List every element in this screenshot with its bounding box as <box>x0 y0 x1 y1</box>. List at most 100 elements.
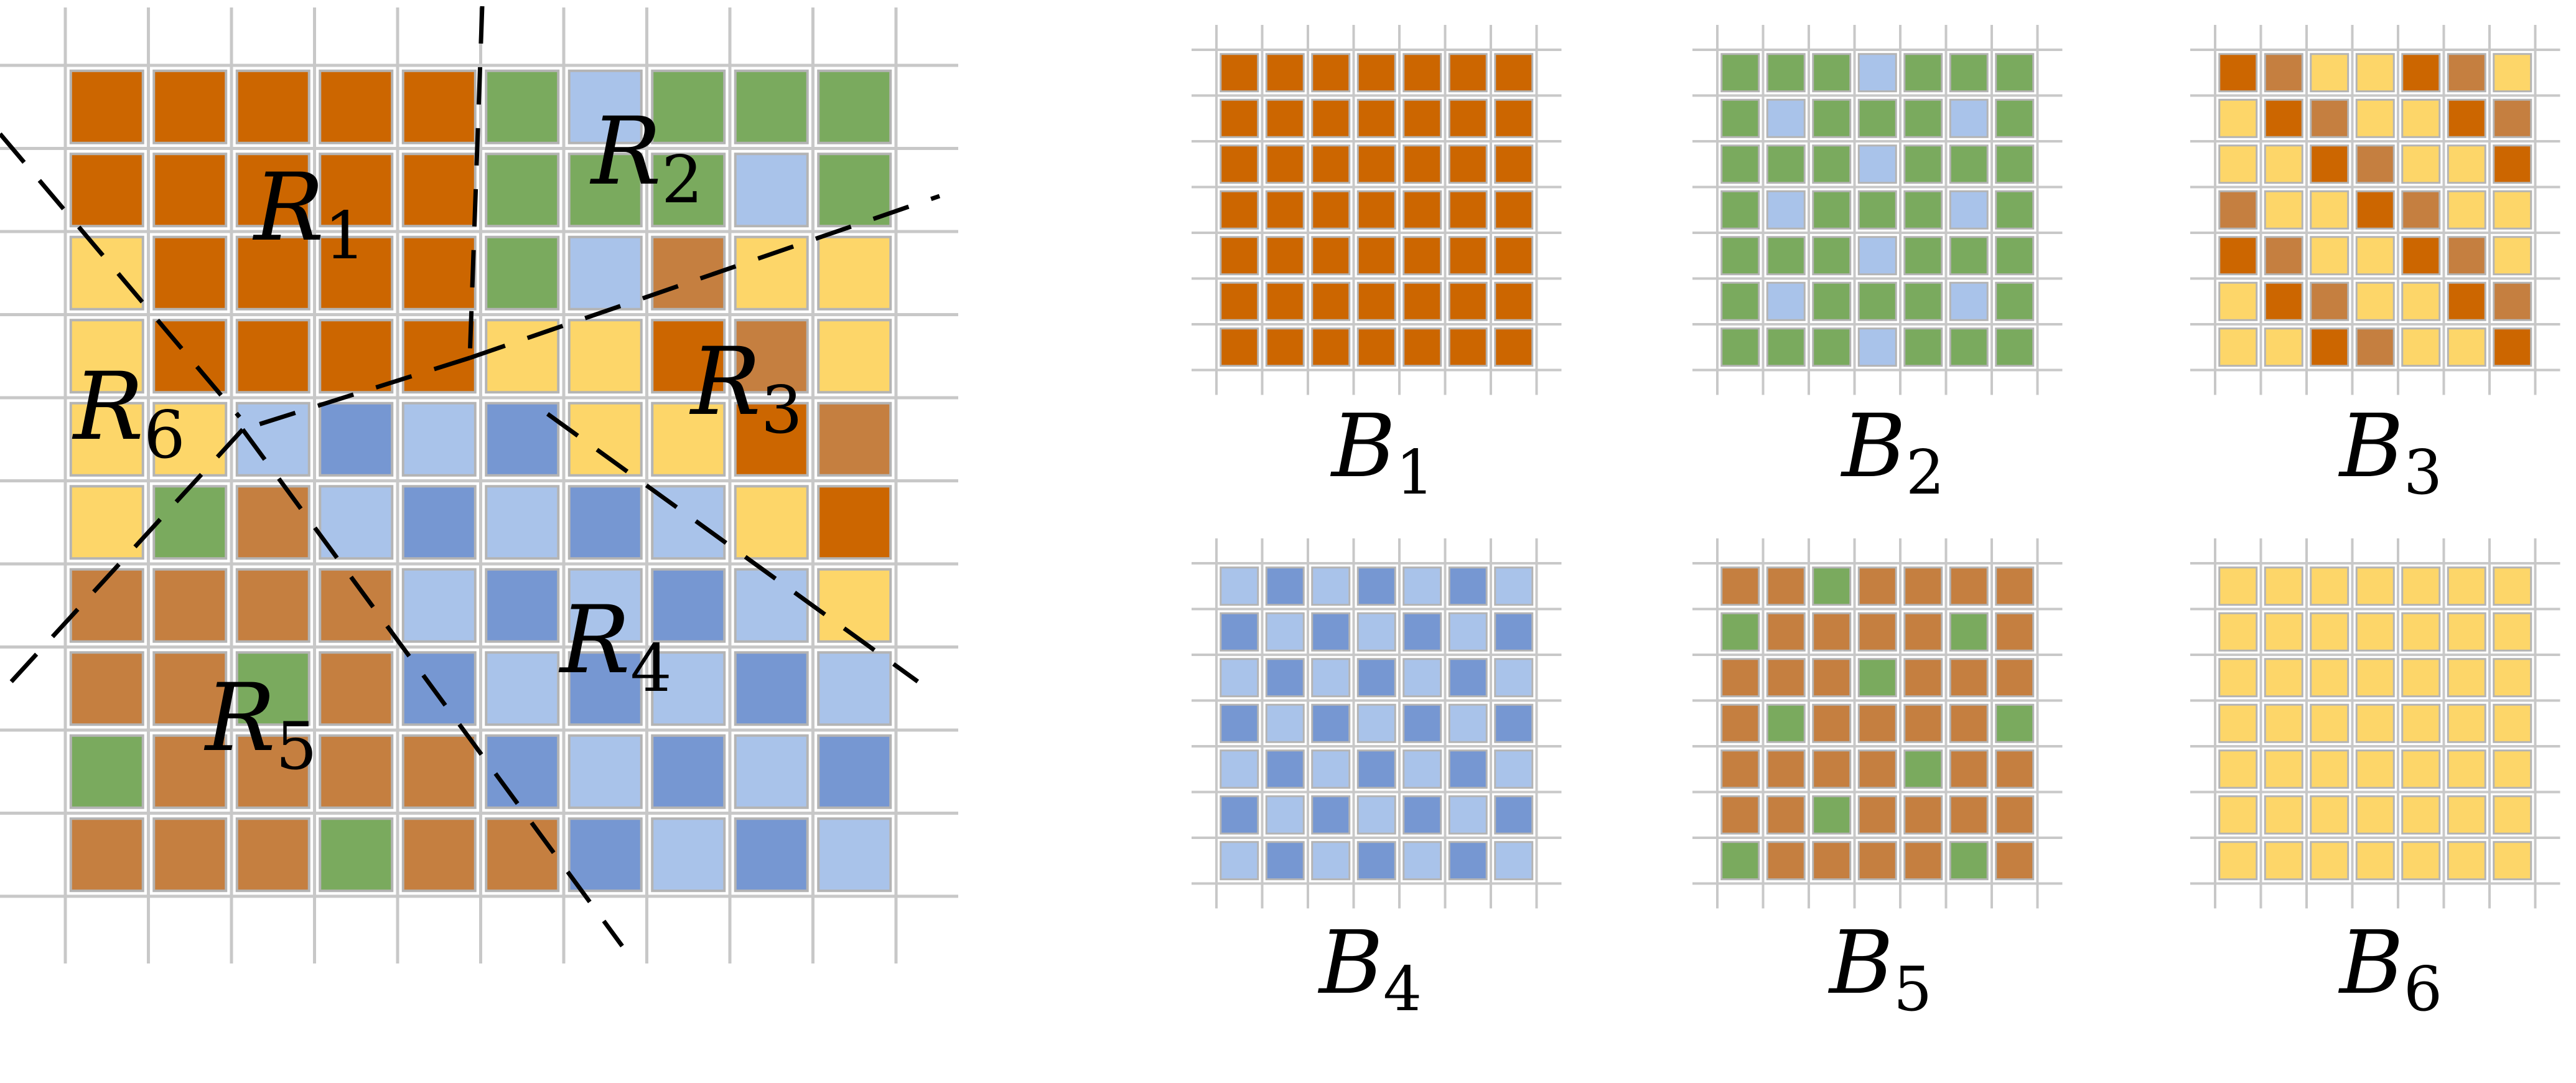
block-cell <box>1857 749 1897 789</box>
grid-cell <box>69 485 144 560</box>
grid-cell <box>401 152 477 228</box>
grid-cell <box>817 235 892 311</box>
label-subscript: 6 <box>2404 954 2442 1025</box>
grid-cell <box>734 319 809 394</box>
block-cell <box>1995 658 2035 698</box>
block-cell <box>1494 144 1534 184</box>
grid-cell <box>485 568 560 643</box>
grid-cell <box>319 69 394 144</box>
block-cell <box>1265 98 1305 138</box>
block-cell <box>2355 658 2395 698</box>
block-cell <box>1220 841 1259 881</box>
block-cell <box>1220 144 1259 184</box>
block-cell <box>1494 566 1534 606</box>
grid-cell <box>651 319 726 394</box>
grid-cell <box>485 401 560 477</box>
grid-cell <box>319 401 394 477</box>
block-label: B3 <box>2338 396 2442 509</box>
grid-cell <box>817 485 892 560</box>
block-cell <box>1949 98 1989 138</box>
label-subscript: 1 <box>1396 438 1434 509</box>
label-base: R <box>252 154 324 262</box>
block-cell <box>1356 236 1396 276</box>
block-cell <box>2493 566 2532 606</box>
grid-cell <box>319 319 394 394</box>
grid-cell <box>152 568 228 643</box>
block-cell <box>2493 98 2532 138</box>
block-cell <box>1720 190 1760 230</box>
block-cell <box>2401 658 2441 698</box>
block-cell <box>2447 795 2486 835</box>
block-cell <box>1265 190 1305 230</box>
block-cell <box>1995 703 2035 743</box>
block-cell <box>2218 841 2258 881</box>
block-cell <box>2355 98 2395 138</box>
block-cell <box>1812 53 1852 93</box>
block-cell <box>1995 612 2035 652</box>
block-cell <box>2447 53 2486 93</box>
block-cell <box>1402 658 1442 698</box>
grid-cell <box>401 235 477 311</box>
grid-cell <box>567 734 643 809</box>
block-cell <box>1903 566 1943 606</box>
block-cell <box>1402 703 1442 743</box>
block-cell <box>1995 98 2035 138</box>
block-cell <box>1220 612 1259 652</box>
block-cell <box>1311 658 1351 698</box>
block-cell <box>2264 795 2303 835</box>
label-subscript: 5 <box>276 708 317 784</box>
block-cell <box>1402 281 1442 321</box>
block-cell <box>1857 281 1897 321</box>
grid-cell <box>651 734 726 809</box>
block-cell <box>2401 566 2441 606</box>
block-cell <box>2355 53 2395 93</box>
label-subscript: 5 <box>1893 954 1932 1025</box>
grid-cell <box>152 485 228 560</box>
grid-cell <box>152 401 228 477</box>
block-cell <box>2264 53 2303 93</box>
block-cell <box>1949 327 1989 367</box>
block-cell <box>1812 612 1852 652</box>
grid-cell <box>401 651 477 726</box>
block-cell <box>1220 795 1259 835</box>
block-cell <box>2447 703 2486 743</box>
region-boundary-line <box>546 412 920 683</box>
grid-cell <box>485 651 560 726</box>
block-cell <box>2264 236 2303 276</box>
grid-cell <box>235 568 310 643</box>
block-cell <box>2310 327 2350 367</box>
grid-cell <box>734 401 809 477</box>
block-cell <box>1265 327 1305 367</box>
grid-cell <box>69 69 144 144</box>
grid-cell <box>734 568 809 643</box>
block-cell <box>1766 841 1806 881</box>
grid-cell <box>734 817 809 893</box>
block-cell <box>1494 236 1534 276</box>
block-cell <box>2493 190 2532 230</box>
grid-cell <box>152 235 228 311</box>
grid-cell <box>69 152 144 228</box>
grid-cell <box>69 401 144 477</box>
block-cell <box>1311 566 1351 606</box>
block-cell <box>2264 658 2303 698</box>
block-cell <box>1402 236 1442 276</box>
block-cell <box>1402 749 1442 789</box>
block-cell <box>1949 190 1989 230</box>
block-cell <box>2355 144 2395 184</box>
block-cell <box>1311 236 1351 276</box>
block-cell <box>1494 749 1534 789</box>
label-subscript: 2 <box>1906 438 1944 509</box>
block-cell <box>1402 566 1442 606</box>
region-label-r6: R6 <box>72 353 185 473</box>
label-base: B <box>1317 912 1383 1014</box>
block-cell <box>1720 236 1760 276</box>
block-cell <box>2401 841 2441 881</box>
block-cell <box>1995 190 2035 230</box>
block-cell <box>1720 749 1760 789</box>
block-cell <box>1857 841 1897 881</box>
grid-cell <box>235 734 310 809</box>
block-b4: B4 <box>1192 538 1562 1025</box>
block-cell <box>1402 190 1442 230</box>
label-subscript: 4 <box>1383 954 1422 1025</box>
block-cell <box>1857 795 1897 835</box>
